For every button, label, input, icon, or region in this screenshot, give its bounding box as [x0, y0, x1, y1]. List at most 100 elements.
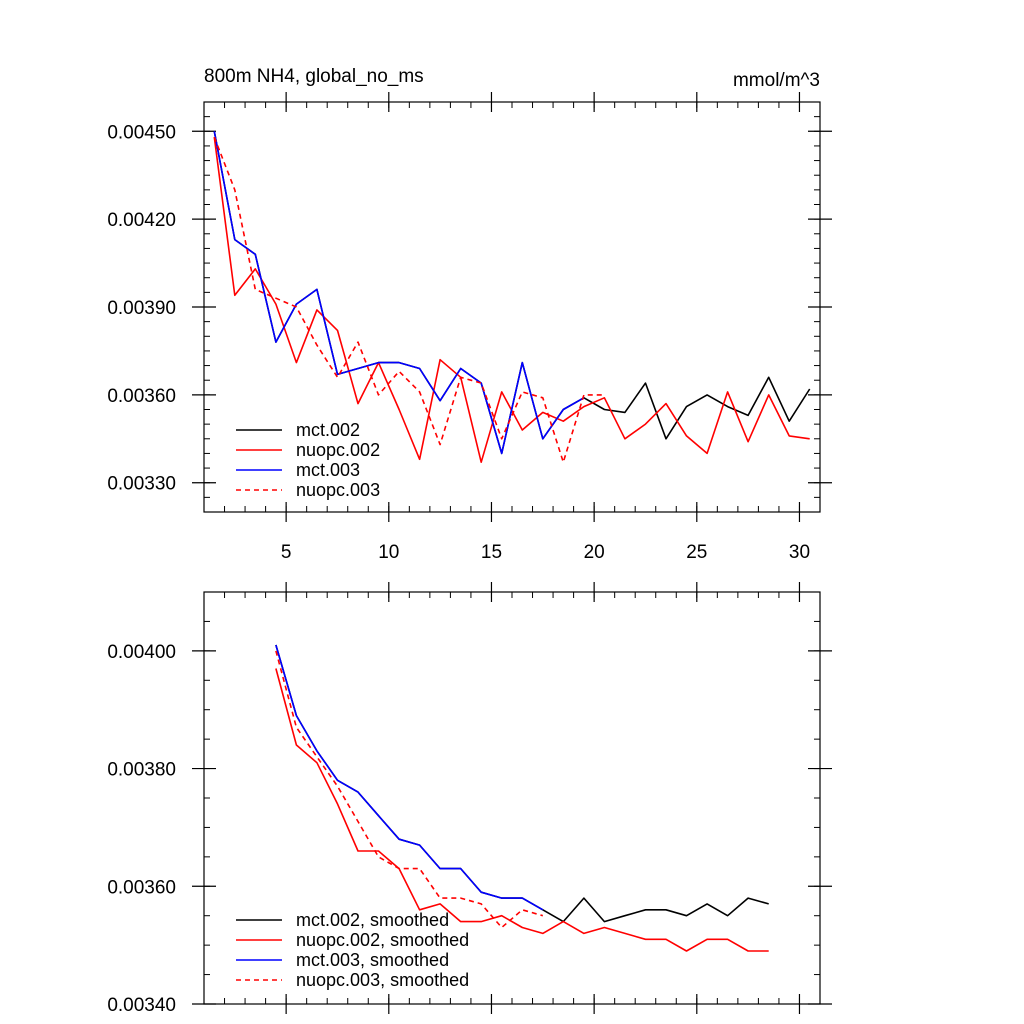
data-point: [316, 750, 318, 752]
data-point: [460, 897, 462, 899]
data-point: [624, 438, 626, 440]
data-point: [542, 438, 544, 440]
data-point: [296, 306, 298, 308]
data-point: [645, 938, 647, 940]
data-point: [563, 420, 565, 422]
data-point: [439, 868, 441, 870]
data-point: [665, 438, 667, 440]
series-line-mct-003: [213, 131, 585, 455]
data-point: [296, 362, 298, 364]
data-point: [357, 341, 359, 343]
data-point: [378, 856, 380, 858]
legend-label: nuopc.003: [296, 480, 380, 500]
data-point: [747, 897, 749, 899]
data-point: [439, 359, 441, 361]
y-tick-label: 0.00360: [107, 386, 176, 407]
data-point: [275, 303, 277, 305]
data-point: [727, 391, 729, 393]
data-point: [296, 727, 298, 729]
data-point: [788, 420, 790, 422]
data-point: [480, 921, 482, 923]
data-point: [542, 412, 544, 414]
x-tick-label: 20: [584, 542, 605, 563]
data-point: [439, 444, 441, 446]
data-point: [460, 376, 462, 378]
data-point: [768, 950, 770, 952]
data-point: [686, 950, 688, 952]
data-point: [788, 435, 790, 437]
data-point: [378, 362, 380, 364]
y-tick-label: 0.00450: [107, 122, 176, 143]
data-point: [337, 803, 339, 805]
data-point: [480, 891, 482, 893]
data-point: [296, 715, 298, 717]
data-point: [809, 438, 811, 440]
y-tick-label: 0.00360: [107, 877, 176, 898]
data-point: [378, 815, 380, 817]
legend-label: nuopc.002, smoothed: [296, 930, 469, 950]
data-point: [624, 933, 626, 935]
data-point: [645, 423, 647, 425]
data-point: [521, 909, 523, 911]
data-point: [255, 253, 257, 255]
legend-label: nuopc.002: [296, 440, 380, 460]
y-tick-label: 0.00390: [107, 298, 176, 319]
data-point: [255, 289, 257, 291]
data-point: [542, 915, 544, 917]
data-point: [747, 415, 749, 417]
data-point: [727, 406, 729, 408]
data-point: [378, 850, 380, 852]
series-line-mct-002-smoothed: [275, 644, 769, 923]
series-line-nuopc-003-smoothed: [275, 650, 544, 929]
data-point: [316, 762, 318, 764]
data-point: [501, 915, 503, 917]
data-point: [357, 791, 359, 793]
data-point: [275, 650, 277, 652]
data-point: [604, 409, 606, 411]
data-point: [501, 438, 503, 440]
data-point: [439, 903, 441, 905]
x-tick-label: 15: [481, 542, 502, 563]
data-point: [316, 344, 318, 346]
data-point: [234, 294, 236, 296]
data-point: [337, 330, 339, 332]
data-point: [439, 400, 441, 402]
data-point: [337, 780, 339, 782]
data-point: [645, 382, 647, 384]
data-point: [357, 368, 359, 370]
series-line-nuopc-002-smoothed: [275, 668, 769, 952]
axis-ticks: 0.00330 0.00360 0.00390 0.00420 0.00450 5 10 15…: [107, 92, 832, 563]
axis-ticks: 0.00340 0.00360 0.00380 0.00400: [107, 582, 832, 1016]
data-point: [747, 441, 749, 443]
series-layer: [213, 131, 811, 464]
data-point: [337, 785, 339, 787]
data-point: [398, 868, 400, 870]
data-point: [583, 933, 585, 935]
data-point: [296, 744, 298, 746]
data-point: [419, 391, 421, 393]
y-tick-label: 0.00330: [107, 474, 176, 495]
data-point: [542, 909, 544, 911]
data-point: [357, 403, 359, 405]
chart-panel-bottom: 0.00340 0.00360 0.00380 0.00400 mct.002, sm…: [107, 582, 832, 1016]
data-point: [521, 429, 523, 431]
data-point: [419, 458, 421, 460]
data-point: [521, 362, 523, 364]
legend-label: nuopc.003, smoothed: [296, 970, 469, 990]
data-point: [604, 927, 606, 929]
data-point: [542, 397, 544, 399]
data-point: [521, 391, 523, 393]
data-point: [501, 897, 503, 899]
data-point: [706, 903, 708, 905]
data-point: [768, 376, 770, 378]
data-point: [665, 938, 667, 940]
data-point: [419, 368, 421, 370]
chart-title: 800m NH4, global_no_ms: [204, 66, 424, 87]
y-tick-label: 0.00380: [107, 760, 176, 781]
series-layer: [275, 644, 769, 952]
y-tick-label: 0.00340: [107, 995, 176, 1016]
data-point: [809, 388, 811, 390]
data-point: [501, 453, 503, 455]
